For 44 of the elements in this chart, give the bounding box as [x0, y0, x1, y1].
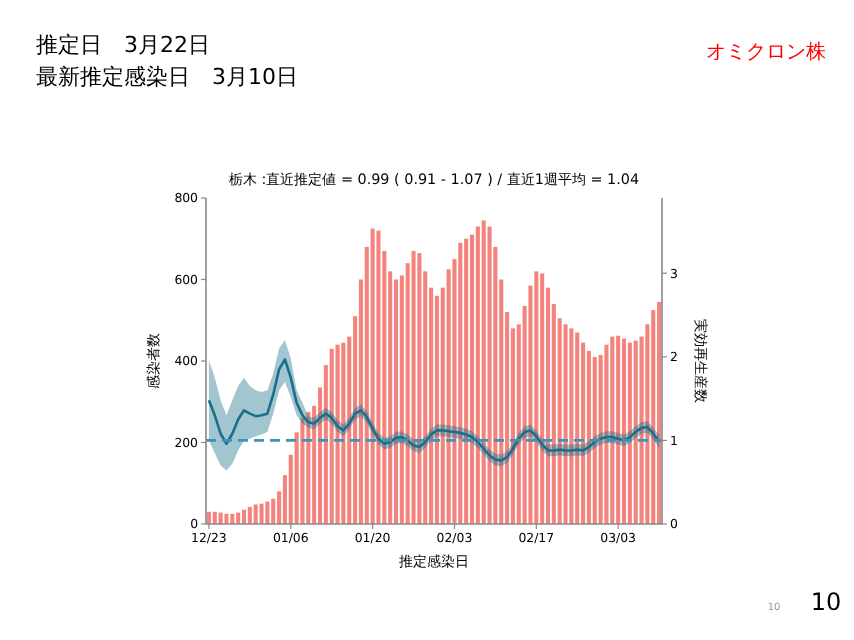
bar	[481, 220, 486, 524]
bar	[341, 342, 346, 524]
bar	[241, 509, 247, 524]
bar	[540, 273, 545, 524]
bar	[469, 234, 475, 524]
bar	[306, 411, 311, 524]
bar	[633, 340, 638, 524]
bar	[417, 253, 422, 524]
bar	[657, 301, 662, 524]
text: オミクロン株	[706, 40, 826, 64]
bar	[610, 336, 615, 524]
bar	[300, 418, 305, 524]
bar	[335, 344, 340, 524]
text: 10	[810, 588, 842, 616]
bar	[621, 338, 627, 524]
bar	[265, 501, 270, 524]
bar	[253, 504, 258, 524]
bar	[370, 228, 375, 524]
bar	[627, 342, 632, 524]
bar	[651, 310, 656, 524]
bar	[393, 279, 399, 524]
bar	[616, 335, 621, 524]
bar	[592, 356, 597, 524]
bar	[376, 230, 381, 524]
bar	[329, 348, 334, 524]
text: 推定日 3月22日	[36, 32, 210, 58]
bar	[604, 344, 609, 524]
bar	[271, 498, 276, 524]
bar	[259, 503, 264, 524]
bar	[411, 250, 416, 524]
bar	[458, 242, 463, 524]
bar	[563, 324, 568, 524]
bar	[464, 238, 469, 524]
bar	[247, 506, 252, 524]
text: 最新推定感染日 3月10日	[36, 64, 298, 90]
bar	[224, 513, 229, 524]
bar	[575, 332, 580, 524]
bar	[534, 271, 539, 524]
bar	[475, 226, 480, 524]
bar	[434, 295, 439, 524]
bar	[586, 350, 591, 524]
bar	[569, 328, 574, 524]
bar	[487, 226, 492, 524]
line-series	[207, 358, 661, 462]
